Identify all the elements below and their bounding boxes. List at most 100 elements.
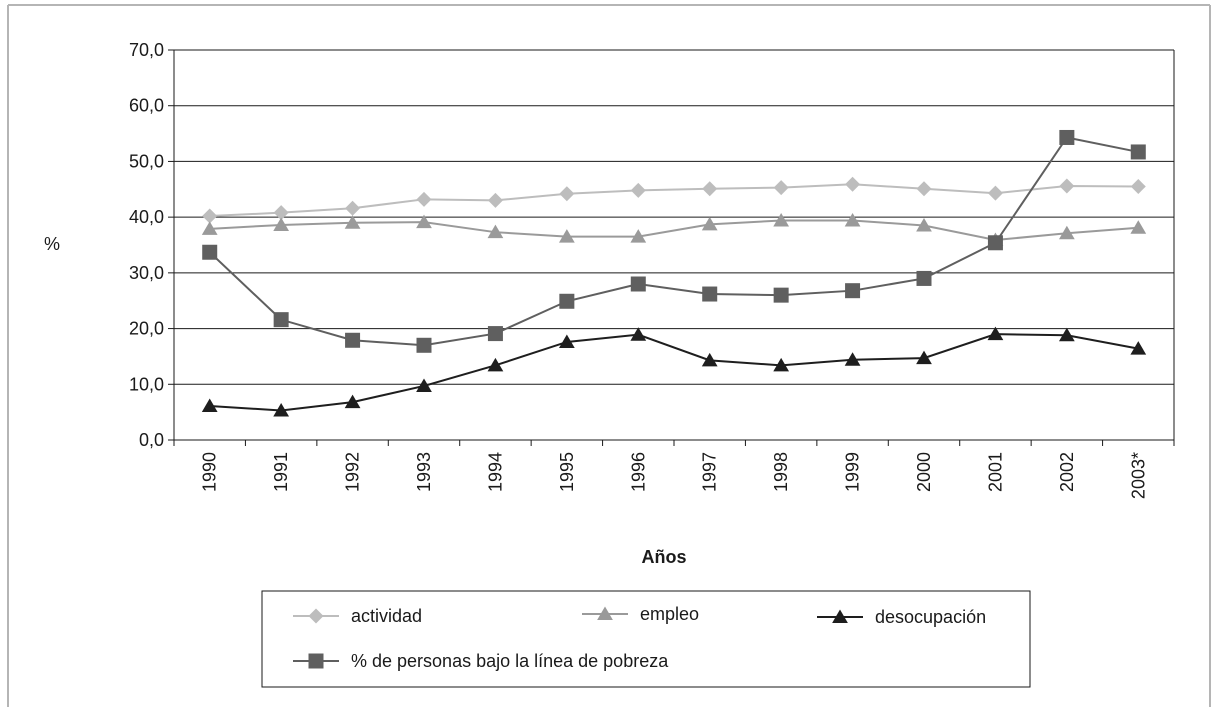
data-point-actividad [987, 185, 1003, 201]
data-point-de-personas-bajo-la-linea-de-pobreza [202, 244, 218, 260]
series-line-empleo [209, 219, 1139, 241]
data-point-desocupacion [844, 352, 861, 366]
data-point-actividad [1059, 178, 1075, 194]
data-point-empleo [630, 229, 647, 243]
data-point-empleo [344, 215, 361, 229]
data-point-de-personas-bajo-la-linea-de-pobreza [487, 326, 503, 342]
data-point-de-personas-bajo-la-linea-de-pobreza [845, 283, 861, 299]
x-tick-label: 2000 [914, 452, 934, 492]
data-point-actividad [416, 191, 432, 207]
x-tick-label: 1997 [700, 452, 720, 492]
x-tick-label: 1996 [628, 452, 648, 492]
data-point-de-personas-bajo-la-linea-de-pobreza [630, 276, 646, 292]
data-point-actividad [559, 186, 575, 202]
data-point-desocupacion [558, 334, 575, 348]
legend-box [261, 590, 1031, 688]
series-layer [201, 129, 1147, 417]
y-tick-label: 0,0 [139, 430, 164, 450]
legend-label: desocupación [875, 607, 986, 627]
legend-layer: actividad empleo desocupación % de personas… [293, 604, 986, 671]
data-point-de-personas-bajo-la-linea-de-pobreza [1059, 129, 1075, 145]
grid-layer [174, 49, 1174, 385]
series-line-actividad [209, 183, 1139, 218]
data-point-desocupacion [987, 326, 1004, 341]
data-point-desocupacion [201, 398, 218, 413]
x-tick-label: 1995 [557, 452, 577, 492]
data-point-empleo [201, 221, 218, 235]
data-point-de-personas-bajo-la-linea-de-pobreza [987, 235, 1003, 251]
data-point-actividad [773, 180, 789, 196]
data-point-de-personas-bajo-la-linea-de-pobreza [702, 286, 718, 302]
data-point-actividad [345, 200, 361, 216]
legend-marker-swatch [308, 653, 324, 669]
y-tick-label: 70,0 [129, 40, 164, 60]
data-point-de-personas-bajo-la-linea-de-pobreza [559, 293, 575, 309]
data-point-empleo [487, 224, 504, 239]
x-tick-label: 1999 [843, 452, 863, 492]
data-point-actividad [845, 176, 861, 192]
data-point-empleo [844, 212, 861, 227]
legend-label: empleo [640, 604, 699, 624]
legend-marker-swatch [832, 609, 848, 623]
x-tick-label: 1993 [414, 452, 434, 492]
y-axis-title: % [44, 234, 60, 254]
data-point-actividad [1130, 179, 1146, 194]
series-line-desocupacion [209, 333, 1139, 412]
data-point-desocupacion [487, 357, 504, 372]
data-point-actividad [916, 181, 932, 197]
data-point-de-personas-bajo-la-linea-de-pobreza [1130, 144, 1146, 160]
x-tick-label: 2002 [1057, 452, 1077, 492]
axis-layer: 0,0 10,0 20,0 30,0 40,0 50,0 60,0 70,0 1990 1991 1… [129, 40, 1175, 499]
data-point-desocupacion [1130, 341, 1147, 355]
legend-entry-de-personas-bajo-la-linea-de-pobreza: % de personas bajo la línea de pobreza [293, 651, 669, 671]
legend-entry-actividad: actividad [293, 606, 422, 626]
data-point-actividad [702, 181, 718, 197]
legend-label: % de personas bajo la línea de pobreza [351, 651, 669, 671]
data-point-de-personas-bajo-la-linea-de-pobreza [273, 312, 289, 328]
data-point-empleo [1058, 225, 1075, 240]
legend-entry-desocupacion: desocupación [817, 607, 986, 627]
data-point-desocupacion [416, 378, 432, 392]
x-tick-label: 1992 [343, 452, 363, 492]
data-point-empleo [916, 218, 932, 232]
data-point-desocupacion [344, 394, 361, 409]
data-point-actividad [487, 192, 503, 208]
y-tick-label: 10,0 [129, 374, 164, 394]
x-tick-label: 1991 [271, 452, 291, 492]
y-tick-label: 50,0 [129, 151, 164, 171]
data-point-de-personas-bajo-la-linea-de-pobreza [773, 287, 789, 303]
data-point-de-personas-bajo-la-linea-de-pobreza [416, 337, 432, 353]
y-tick-label: 30,0 [129, 263, 164, 283]
data-point-desocupacion [273, 402, 290, 417]
series-line-de-personas-bajo-la-linea-de-pobreza [209, 136, 1139, 347]
x-axis-title: Años [642, 547, 687, 567]
data-point-desocupacion [630, 327, 647, 341]
data-point-de-personas-bajo-la-linea-de-pobreza [345, 332, 361, 348]
y-tick-label: 60,0 [129, 96, 164, 116]
data-point-empleo [1130, 220, 1147, 234]
legend-marker-swatch [308, 608, 324, 624]
y-tick-label: 20,0 [129, 319, 164, 339]
data-point-empleo [773, 212, 790, 227]
legend-entry-empleo: empleo [582, 604, 699, 624]
x-tick-label: 1994 [485, 452, 505, 492]
data-point-de-personas-bajo-la-linea-de-pobreza [916, 270, 932, 286]
data-point-empleo [416, 214, 432, 229]
legend-label: actividad [351, 606, 422, 626]
data-point-empleo [701, 216, 718, 231]
data-point-actividad [202, 208, 218, 224]
data-point-empleo [558, 229, 575, 243]
data-point-desocupacion [1058, 327, 1075, 342]
data-point-desocupacion [701, 352, 718, 367]
data-point-desocupacion [773, 357, 790, 372]
x-tick-label: 1998 [771, 452, 791, 492]
legend-marker-swatch [597, 606, 613, 620]
x-tick-label: 2003* [1128, 452, 1148, 499]
data-point-actividad [630, 182, 646, 198]
data-point-empleo [273, 217, 290, 231]
x-tick-label: 1990 [200, 452, 220, 492]
data-point-desocupacion [916, 350, 932, 365]
x-tick-label: 2001 [985, 452, 1005, 492]
